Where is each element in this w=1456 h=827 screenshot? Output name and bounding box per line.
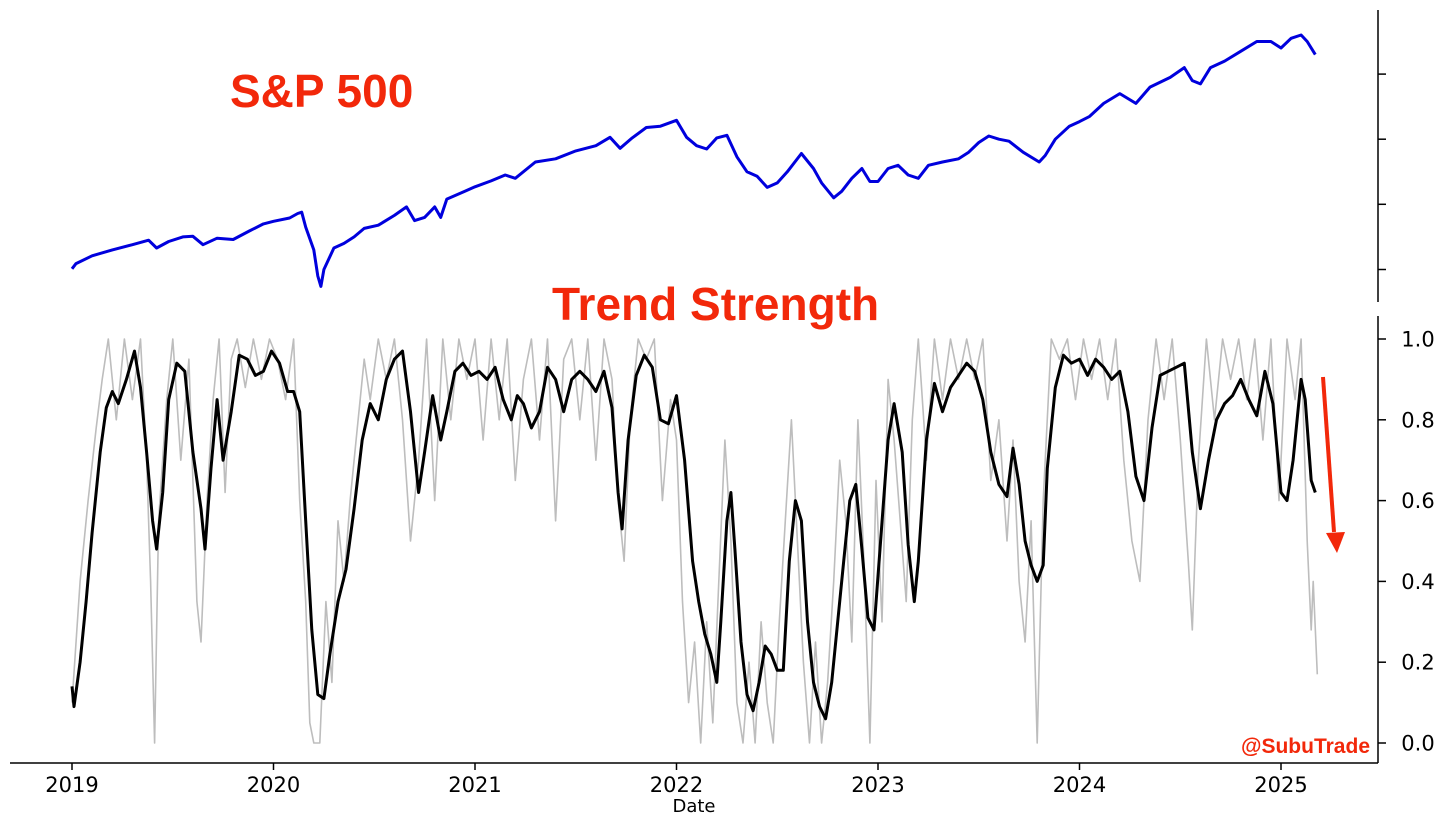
- y-axis-ticks: 0.0 0.2 0.4 0.6 0.8 1.0: [1378, 328, 1435, 756]
- x-axis-label: Date: [672, 796, 715, 817]
- y-tick-label: 0.8: [1401, 408, 1434, 432]
- x-tick-label: 2020: [247, 773, 300, 797]
- watermark-handle: @SubuTrade: [1241, 735, 1370, 758]
- trend-strength-smoothed-line: [70, 349, 1317, 721]
- sp500-panel: S&P 500: [70, 10, 1386, 302]
- x-tick-label: 2019: [45, 773, 98, 797]
- down-arrow-shaft: [1321, 376, 1336, 533]
- trend-strength-panel: Trend Strength 2019 2020 2021 2022 2023 2024 2…: [10, 278, 1435, 817]
- sp500-title: S&P 500: [230, 65, 413, 117]
- y-tick-label: 0.6: [1401, 489, 1434, 513]
- y-tick-label: 1.0: [1401, 328, 1434, 352]
- x-tick-label: 2025: [1254, 773, 1307, 797]
- sp500-right-axis-ticks: [1378, 73, 1386, 271]
- x-tick-label: 2022: [650, 773, 703, 797]
- y-tick-label: 0.4: [1401, 570, 1434, 594]
- x-tick-label: 2023: [851, 773, 904, 797]
- trend-strength-title: Trend Strength: [552, 278, 879, 330]
- x-tick-label: 2021: [448, 773, 501, 797]
- x-tick-label: 2024: [1053, 773, 1106, 797]
- sp500-line: [70, 33, 1317, 288]
- down-arrow-head: [1326, 532, 1345, 553]
- down-arrow-annotation: [1321, 376, 1345, 553]
- x-axis-ticks: 2019 2020 2021 2022 2023 2024 2025: [45, 763, 1308, 797]
- y-tick-label: 0.2: [1401, 651, 1434, 675]
- trend-strength-raw-line: [71, 338, 1319, 744]
- y-tick-label: 0.0: [1401, 732, 1434, 756]
